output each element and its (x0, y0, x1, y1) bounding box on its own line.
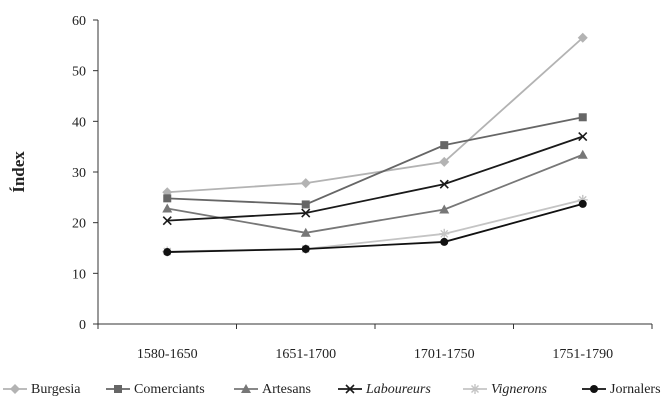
data-point-jornalers (440, 237, 449, 246)
y-tick-label: 0 (79, 318, 86, 333)
data-point-comerciants (163, 194, 172, 203)
data-point-laboureurs (578, 131, 588, 142)
legend: Burgesia Comerciants Artesans Laboureurs Vig… (3, 382, 661, 397)
data-point-comerciants (301, 200, 310, 209)
y-axis-label: Índex (9, 151, 28, 193)
data-point-burgesia (300, 178, 311, 189)
x-tick-label: 1580-1650 (137, 347, 198, 362)
y-tick-label: 10 (72, 267, 86, 282)
legend-item-artesans: Artesans (234, 382, 311, 397)
data-point-artesans (439, 204, 450, 214)
y-tick-label: 50 (72, 65, 86, 80)
series-line-vignerons (167, 198, 583, 253)
series-line-artesans (167, 153, 584, 234)
y-tick-label: 40 (72, 115, 86, 130)
data-point-jornalers (163, 248, 172, 257)
data-point-jornalers (301, 245, 310, 254)
data-point-comerciants (440, 141, 449, 150)
marker-stroke (162, 216, 172, 226)
legend-label-jornalers: Jornalers (610, 382, 661, 397)
series-line-laboureurs (167, 135, 584, 222)
legend-marker (470, 384, 480, 394)
x-tick-label: 1701-1750 (414, 347, 475, 362)
legend-item-burgesia: Burgesia (3, 382, 81, 397)
series-line-jornalers (167, 203, 583, 253)
data-point-comerciants (578, 113, 587, 122)
y-tick-label: 20 (72, 217, 86, 232)
y-tick-label: 60 (72, 14, 86, 29)
legend-marker (114, 385, 122, 393)
data-point-artesans (300, 227, 311, 237)
x-ticks: 1580-1650 1651-1700 1701-1750 1751-1790 (97, 324, 653, 362)
data-point-laboureurs (439, 179, 449, 189)
marker-stroke (301, 208, 311, 218)
series-line-comerciants (167, 116, 583, 206)
data-point-jornalers (578, 199, 587, 208)
x-tick-label: 1751-1790 (552, 347, 613, 362)
legend-marker (590, 385, 598, 393)
data-point-laboureurs (162, 216, 172, 226)
series-line-burgesia (167, 37, 584, 194)
marker-stroke (578, 131, 588, 142)
legend-label-burgesia: Burgesia (31, 382, 81, 397)
series-burgesia (162, 32, 588, 198)
series-laboureurs (162, 131, 588, 226)
marker-stroke (439, 179, 449, 189)
series-layer (162, 32, 588, 257)
data-point-artesans (577, 149, 588, 159)
data-point-artesans (162, 203, 173, 213)
legend-label-laboureurs: Laboureurs (365, 382, 431, 397)
series-jornalers (163, 199, 587, 257)
legend-item-vignerons: Vignerons (463, 382, 548, 397)
y-tick-label: 30 (72, 166, 86, 181)
series-artesans (162, 149, 588, 237)
legend-label-vignerons: Vignerons (491, 382, 548, 397)
series-comerciants (163, 113, 587, 209)
legend-label-comerciants: Comerciants (134, 382, 205, 397)
legend-label-artesans: Artesans (262, 382, 311, 397)
legend-item-jornalers: Jornalers (582, 382, 661, 397)
legend-item-comerciants: Comerciants (106, 382, 205, 397)
legend-item-laboureurs: Laboureurs (338, 382, 431, 397)
series-vignerons (162, 194, 588, 257)
data-point-vignerons (439, 228, 450, 239)
data-point-burgesia (577, 32, 588, 43)
legend-marker (241, 384, 251, 393)
legend-marker (345, 384, 355, 394)
data-point-laboureurs (301, 208, 311, 218)
legend-marker (10, 384, 20, 394)
data-point-burgesia (439, 156, 450, 167)
y-ticks: 0 10 20 30 40 50 60 (72, 14, 98, 333)
marker-stroke (345, 384, 355, 394)
x-tick-label: 1651-1700 (275, 347, 336, 362)
